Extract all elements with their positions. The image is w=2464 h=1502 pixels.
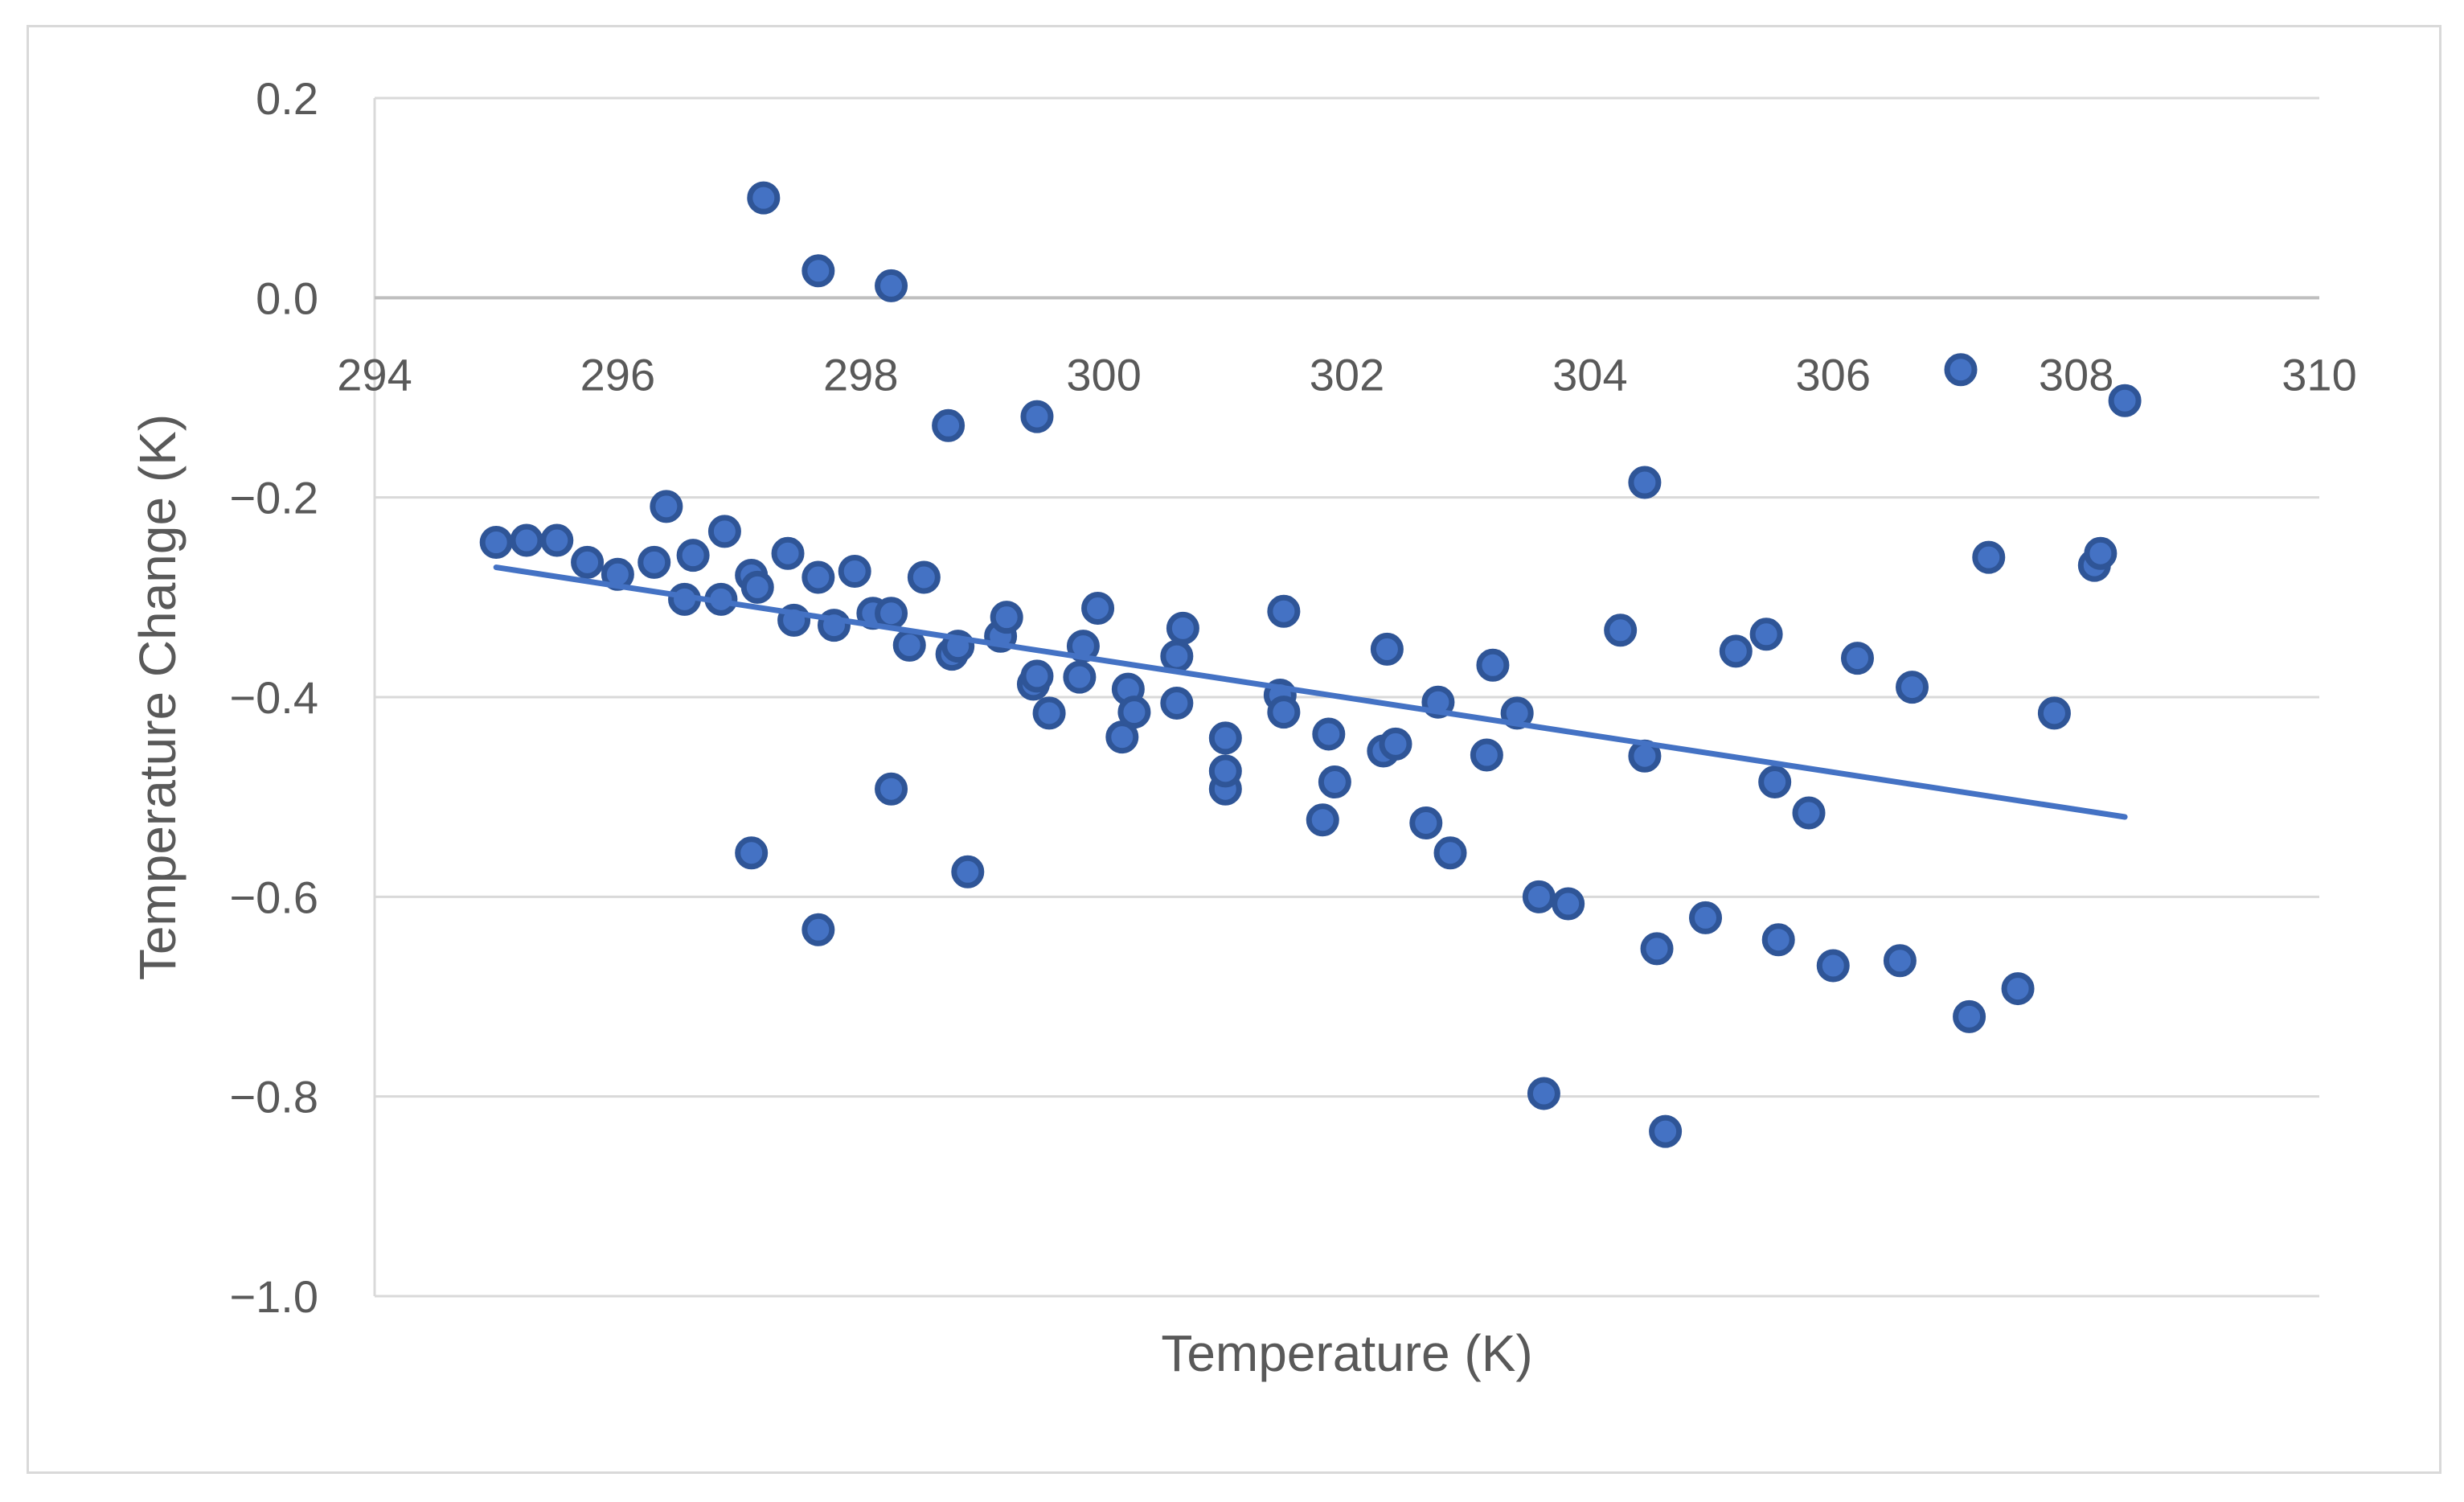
data-point [1267, 594, 1301, 628]
x-tick-label: 294 [337, 349, 412, 400]
data-point [990, 601, 1023, 634]
data-point [1883, 944, 1917, 978]
data-point [1896, 671, 1929, 704]
x-tick-label: 296 [580, 349, 655, 400]
data-point [1306, 803, 1339, 837]
data-point [1166, 611, 1199, 645]
y-tick-label: −0.8 [229, 1072, 318, 1122]
data-point [1604, 614, 1638, 647]
x-tick-label: 298 [823, 349, 898, 400]
x-tick-label: 310 [2282, 349, 2356, 400]
data-point [1470, 738, 1503, 772]
data-point [1105, 720, 1139, 754]
data-point [2037, 696, 2071, 730]
data-point [735, 836, 769, 870]
data-point [1689, 901, 1723, 934]
data-point [1318, 765, 1351, 799]
data-point [1433, 836, 1467, 870]
data-point [676, 539, 710, 572]
data-point [1640, 932, 1674, 966]
data-point [1160, 639, 1194, 673]
data-point [1840, 642, 1874, 675]
data-point [540, 523, 574, 557]
data-point [1522, 880, 1556, 913]
data-point [1792, 796, 1826, 830]
data-point [802, 560, 835, 594]
y-tick-labels: 0.2 0.0 −0.2 −0.4 −0.6 −0.8 −1.0 [229, 73, 318, 1322]
data-point [1379, 727, 1412, 761]
grid-lines [375, 96, 2319, 1298]
data-point [2001, 972, 2035, 1006]
data-point [1370, 632, 1404, 666]
data-point [1749, 618, 1783, 651]
data-point [1117, 696, 1151, 729]
data-point [1972, 540, 2006, 574]
data-point [2108, 384, 2142, 417]
data-point [1944, 353, 1978, 387]
y-axis-title: Temperature Change (K) [129, 414, 187, 980]
data-point [1527, 1077, 1560, 1110]
data-point [747, 181, 781, 215]
data-point [907, 560, 941, 594]
data-point [740, 570, 774, 604]
data-point [1761, 923, 1795, 957]
y-tick-label: −0.2 [229, 473, 318, 523]
x-axis-title: Temperature (K) [1161, 1324, 1532, 1382]
data-point [771, 536, 805, 570]
data-point [1719, 634, 1753, 668]
data-point [571, 545, 605, 579]
data-point [875, 269, 908, 302]
trendline [493, 564, 2128, 820]
data-point [1063, 660, 1097, 694]
y-tick-label: 0.2 [256, 73, 318, 124]
x-tick-label: 308 [2039, 349, 2113, 400]
data-point [875, 597, 908, 630]
data-point [1312, 717, 1346, 751]
x-tick-label: 304 [1552, 349, 1627, 400]
data-point [707, 515, 741, 548]
data-point [932, 408, 966, 442]
data-point [892, 628, 926, 662]
data-point [802, 913, 835, 946]
data-point [638, 545, 671, 579]
data-point [875, 772, 908, 806]
x-tick-label: 300 [1066, 349, 1141, 400]
data-point [1953, 999, 1986, 1033]
x-tick-label: 302 [1310, 349, 1384, 400]
data-point [510, 523, 543, 557]
y-tick-label: −0.4 [229, 672, 318, 723]
data-point [1816, 949, 1850, 983]
data-point [1208, 754, 1242, 788]
y-tick-label: −0.6 [229, 872, 318, 922]
data-point [1081, 591, 1115, 625]
data-point [838, 555, 871, 589]
data-point [2084, 536, 2118, 570]
x-tick-labels: 294 296 298 300 302 304 306 308 310 [337, 349, 2356, 400]
data-point [1758, 765, 1792, 799]
x-tick-label: 306 [1796, 349, 1871, 400]
data-point [1409, 806, 1443, 839]
data-point [1476, 648, 1510, 682]
data-point [802, 254, 835, 288]
y-tick-label: −1.0 [229, 1271, 318, 1322]
data-points [479, 181, 2142, 1148]
data-point [1020, 400, 1054, 433]
data-point [1649, 1114, 1683, 1148]
y-tick-label: 0.0 [256, 273, 318, 323]
data-point [1208, 721, 1242, 755]
axes [373, 98, 2319, 1296]
data-point [1552, 887, 1585, 921]
data-point [1160, 686, 1194, 720]
data-point [479, 526, 513, 560]
data-point [1628, 466, 1662, 499]
data-point [951, 855, 985, 888]
data-point [1020, 659, 1054, 693]
data-point [650, 490, 683, 523]
data-point [1032, 696, 1066, 730]
data-point [1267, 696, 1301, 729]
